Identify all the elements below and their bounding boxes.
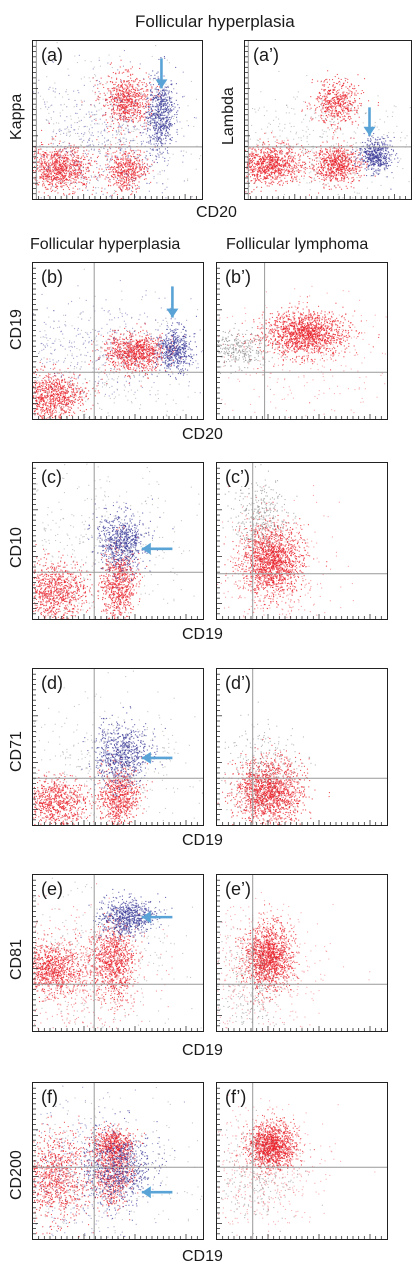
panel-label-e-prime: (e’) [225, 879, 251, 900]
pointer-arrow-icon [141, 542, 173, 555]
panel-label-a-prime: (a’) [253, 45, 279, 66]
plot-e-prime-canvas [217, 875, 387, 1031]
y-axis-label-cd19-b: CD19 [8, 309, 26, 350]
column-header-hyperplasia: Follicular hyperplasia [30, 236, 180, 254]
panel-label-c-prime: (c’) [225, 467, 250, 488]
plot-b-prime-canvas [217, 263, 387, 419]
y-axis-label-cd81: CD81 [8, 939, 26, 980]
plot-c-canvas [33, 463, 203, 619]
panel-label-b-prime: (b’) [225, 267, 251, 288]
panel-label-a: (a) [41, 45, 63, 66]
plot-d-prime-canvas [217, 669, 387, 825]
plot-d-canvas [33, 669, 203, 825]
plot-c-prime-canvas [217, 463, 387, 619]
plot-f-prime: (f’) [216, 1082, 388, 1240]
x-axis-label-row-f: CD19 [182, 1248, 223, 1266]
panel-label-f-prime: (f’) [225, 1087, 246, 1108]
plot-e-canvas [33, 875, 203, 1031]
pointer-arrow-icon [155, 58, 168, 89]
plot-a-prime-canvas [245, 41, 411, 199]
plot-c-prime: (c’) [216, 462, 388, 620]
x-axis-label-row-c: CD19 [182, 626, 223, 644]
figure-title: Follicular hyperplasia [135, 12, 295, 32]
y-axis-label-lambda: Lambda [220, 87, 238, 145]
pointer-arrow-icon [141, 1186, 173, 1199]
plot-a-canvas [33, 41, 202, 199]
plot-f-prime-canvas [217, 1083, 387, 1239]
y-axis-label-cd200: CD200 [8, 1150, 26, 1200]
pointer-arrow-icon [363, 107, 376, 136]
panel-label-c: (c) [41, 467, 62, 488]
plot-c: (c) [32, 462, 204, 620]
plot-e-prime: (e’) [216, 874, 388, 1032]
x-axis-label-row-b: CD20 [182, 426, 223, 444]
y-axis-label-cd10: CD10 [8, 527, 26, 568]
x-axis-label-row-d: CD19 [182, 832, 223, 850]
plot-b: (b) [32, 262, 204, 420]
y-axis-label-cd71: CD71 [8, 731, 26, 772]
plot-e: (e) [32, 874, 204, 1032]
plot-d: (d) [32, 668, 204, 826]
panel-label-b: (b) [41, 267, 63, 288]
plot-a-prime: (a’) [244, 40, 412, 200]
panel-label-f: (f) [41, 1087, 58, 1108]
x-axis-label-row-e: CD19 [182, 1042, 223, 1060]
panel-label-d-prime: (d’) [225, 673, 251, 694]
x-axis-label-row-a: CD20 [196, 204, 237, 222]
pointer-arrow-icon [141, 911, 173, 924]
panel-label-e: (e) [41, 879, 63, 900]
plot-a: (a) [32, 40, 203, 200]
pointer-arrow-icon [141, 751, 173, 764]
column-header-lymphoma: Follicular lymphoma [226, 236, 368, 254]
plot-f-canvas [33, 1083, 203, 1239]
pointer-arrow-icon [166, 286, 179, 318]
plot-b-prime: (b’) [216, 262, 388, 420]
plot-b-canvas [33, 263, 203, 419]
plot-d-prime: (d’) [216, 668, 388, 826]
y-axis-label-kappa: Kappa [8, 94, 26, 140]
panel-label-d: (d) [41, 673, 63, 694]
plot-f: (f) [32, 1082, 204, 1240]
